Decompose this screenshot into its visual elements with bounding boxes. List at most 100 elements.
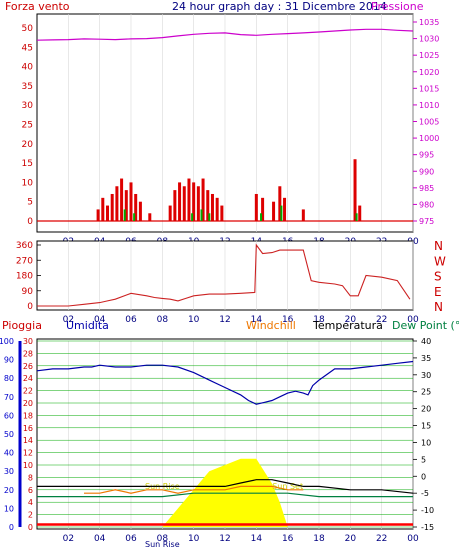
wind-y-tick-label: 15 [22, 159, 33, 169]
humidity-y-tick-label: 60 [4, 411, 14, 420]
wind-y-tick-label: 50 [22, 24, 34, 34]
wind-y-tick-label: 35 [22, 82, 33, 92]
temp-y-tick-label: 30 [421, 371, 431, 380]
wind-speed-bar [301, 209, 305, 221]
temp-x-tick-label: 14 [251, 534, 263, 544]
pressure-y-tick-label: 995 [419, 151, 434, 160]
wind-speed-bar [210, 193, 214, 221]
temperature-humidity-chart: 02 04 06 08 10 12 14 16 18 20 22 000102030405060708… [0, 337, 434, 549]
wind-speed-bar [283, 197, 287, 221]
direction-y-tick-label: 270 [16, 256, 33, 266]
direction-y-tick-label: 360 [16, 241, 33, 251]
humidity-y-tick-label: 10 [4, 504, 14, 513]
temp-y-tick-label: 20 [421, 405, 431, 414]
pressure-y-tick-label: 990 [419, 167, 434, 176]
wind-speed-bar [182, 186, 186, 221]
temp-x-tick-label: 10 [188, 534, 200, 544]
pressure-y-tick-label: 980 [419, 200, 434, 209]
temp-x-tick-label: 20 [345, 534, 357, 544]
rain-y-tick-label: 20 [23, 399, 33, 408]
pressure-y-tick-label: 1010 [419, 101, 439, 110]
windchill-line [84, 485, 304, 494]
wind-speed-bar [353, 159, 357, 221]
wind-gust-bar [123, 209, 126, 221]
wind-speed-bar [129, 182, 133, 221]
dir-x-tick-label: 20 [345, 315, 357, 325]
temp-y-tick-label: -10 [421, 506, 434, 515]
humidity-label: Umidita [66, 319, 109, 332]
compass-label: N [434, 300, 443, 314]
wind-speed-bar [272, 201, 276, 221]
compass-label: S [434, 270, 442, 284]
humidity-line [36, 360, 414, 405]
rain-y-tick-label: 24 [23, 374, 33, 383]
temp-x-tick-label: 06 [125, 534, 137, 544]
rain-panel-label: Pioggia [2, 319, 42, 332]
temp-x-tick-label: 00 [407, 534, 419, 544]
temp-y-tick-label: 10 [421, 438, 431, 447]
dir-x-tick-label: 02 [63, 315, 74, 325]
wind-gust-bar [133, 213, 136, 221]
dewpoint-line [37, 492, 413, 498]
rain-y-tick-label: 6 [28, 486, 33, 495]
dir-x-tick-label: 18 [313, 315, 325, 325]
wind-gust-bar [208, 213, 211, 221]
temp-x-tick-label: 04 [94, 534, 106, 544]
wind-y-tick-label: 0 [27, 217, 33, 227]
dir-x-tick-label: 14 [251, 315, 263, 325]
humidity-y-tick-label: 70 [4, 393, 14, 402]
pressure-y-tick-label: 1020 [419, 68, 439, 77]
pressure-y-tick-label: 1000 [419, 134, 439, 143]
wind-speed-bar [124, 190, 128, 221]
rain-y-tick-label: 10 [23, 461, 33, 470]
wind-y-tick-label: 5 [27, 198, 33, 208]
wind-speed-bar [115, 186, 119, 221]
wind-speed-bar [148, 213, 152, 221]
pressure-y-tick-label: 985 [419, 184, 434, 193]
wind-y-tick-label: 20 [22, 140, 34, 150]
temp-x-tick-label: 18 [313, 534, 325, 544]
temp-y-tick-label: -15 [421, 523, 434, 532]
dir-x-tick-label: 16 [282, 315, 294, 325]
sunrise-bottom-label: Sun Rise [145, 540, 180, 549]
wind-speed-bar [106, 205, 109, 221]
wind-y-tick-label: 45 [22, 43, 33, 53]
wind-speed-bar [178, 182, 182, 221]
pressure-line [36, 28, 414, 41]
wind-speed-bar [187, 178, 191, 221]
wind-speed-bar [358, 205, 362, 221]
humidity-y-tick-label: 50 [4, 430, 14, 439]
wind-gust-bar [355, 213, 358, 221]
wind-speed-bar [110, 193, 114, 221]
wind-speed-bar [173, 190, 177, 221]
dir-x-tick-label: 10 [188, 315, 200, 325]
wind-y-tick-label: 10 [22, 178, 34, 188]
wind-speed-bar [278, 186, 282, 221]
dewpoint-label: Dew Point (°C [392, 319, 459, 332]
humidity-y-tick-label: 30 [4, 467, 14, 476]
pressure-panel-label: Pressione [371, 0, 424, 13]
wind-panel-label: Forza vento [5, 0, 70, 13]
rain-y-tick-label: 30 [23, 337, 33, 346]
wind-speed-bar [96, 209, 100, 221]
pressure-y-tick-label: 1030 [419, 35, 439, 44]
rain-y-tick-label: 26 [23, 362, 33, 371]
pressure-y-tick-label: 1015 [419, 84, 439, 93]
temp-y-tick-label: 15 [421, 422, 431, 431]
wind-gust-bar [191, 213, 194, 221]
wind-speed-bar [201, 178, 205, 221]
humidity-y-tick-label: 90 [4, 356, 14, 365]
direction-y-tick-label: 90 [22, 287, 34, 297]
wind-y-tick-label: 40 [22, 63, 34, 73]
temp-y-tick-label: 0 [421, 472, 426, 481]
direction-y-tick-label: 0 [27, 302, 33, 312]
rain-y-tick-label: 2 [28, 511, 33, 520]
wind-y-tick-label: 30 [22, 101, 34, 111]
compass-label: E [434, 285, 442, 299]
pressure-y-tick-label: 975 [419, 217, 434, 226]
rain-y-tick-label: 14 [23, 436, 33, 445]
wind-speed-bar [138, 201, 142, 221]
wind-speed-bar [206, 190, 210, 221]
rain-y-tick-label: 8 [28, 473, 33, 482]
